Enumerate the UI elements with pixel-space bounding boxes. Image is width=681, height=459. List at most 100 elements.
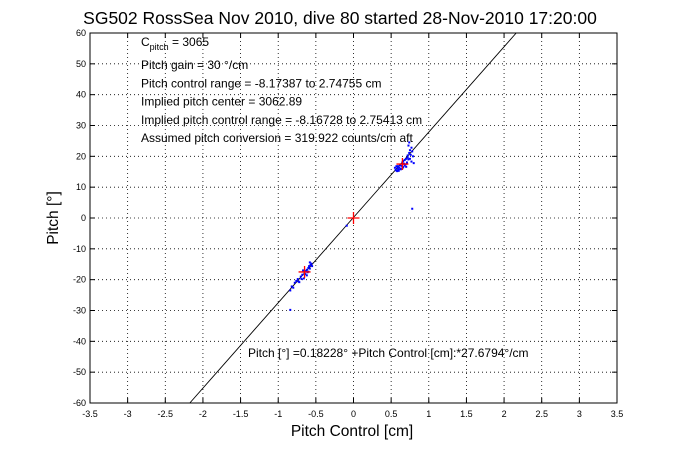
data-point bbox=[289, 308, 292, 311]
data-point bbox=[407, 158, 410, 161]
data-point bbox=[300, 278, 303, 281]
x-axis-label: Pitch Control [cm] bbox=[291, 423, 413, 440]
x-tick-label: -3 bbox=[124, 409, 132, 419]
data-point bbox=[408, 157, 411, 160]
data-point bbox=[399, 163, 402, 166]
y-tick-label: 50 bbox=[76, 59, 86, 69]
data-point bbox=[406, 156, 409, 159]
y-tick-label: -10 bbox=[73, 244, 86, 254]
data-point bbox=[308, 265, 311, 268]
data-point bbox=[305, 270, 308, 273]
data-point bbox=[407, 144, 410, 147]
data-point bbox=[290, 285, 293, 288]
data-point bbox=[411, 155, 414, 158]
data-point bbox=[293, 281, 296, 284]
data-point bbox=[405, 157, 408, 160]
annotation-line: Implied pitch control range = -8.16728 t… bbox=[141, 113, 422, 127]
data-point bbox=[308, 267, 311, 270]
y-tick-label: 10 bbox=[76, 182, 86, 192]
data-point bbox=[399, 167, 402, 170]
centroid-marker bbox=[396, 158, 409, 171]
data-point bbox=[289, 289, 292, 292]
data-point bbox=[311, 265, 314, 268]
data-point bbox=[397, 169, 400, 172]
y-tick-label: -30 bbox=[73, 306, 86, 316]
x-tick-label: 2 bbox=[502, 409, 507, 419]
x-tick-label: 0.5 bbox=[385, 409, 398, 419]
data-point bbox=[410, 160, 413, 163]
annotation-lines: Pitch gain = 30 °/cm Pitch control range … bbox=[141, 58, 422, 145]
x-tick-label: -1.5 bbox=[233, 409, 249, 419]
data-point bbox=[410, 146, 413, 149]
c-pitch-annotation: Cpitch = 3065 bbox=[141, 35, 209, 52]
centroid-layer bbox=[298, 158, 409, 278]
data-point bbox=[411, 150, 414, 153]
x-tick-label: 3 bbox=[577, 409, 582, 419]
y-tick-label: 20 bbox=[76, 151, 86, 161]
x-tick-label: 0 bbox=[351, 409, 356, 419]
y-tick-label: -50 bbox=[73, 367, 86, 377]
annotation-line: Pitch gain = 30 °/cm bbox=[141, 58, 248, 72]
data-point bbox=[408, 149, 411, 152]
fit-equation-label: Pitch [°] =0.18228° +Pitch Control [cm]:… bbox=[248, 346, 529, 360]
data-point bbox=[297, 280, 300, 283]
data-point bbox=[295, 279, 298, 282]
annotation-line: Pitch control range = -8.17387 to 2.7475… bbox=[141, 76, 382, 90]
data-point bbox=[405, 161, 408, 164]
data-point bbox=[305, 274, 308, 277]
data-point bbox=[310, 262, 313, 265]
data-point bbox=[302, 269, 305, 272]
c-pitch-value: = 3065 bbox=[169, 35, 210, 49]
centroid-marker bbox=[298, 265, 311, 278]
y-tick-label: 30 bbox=[76, 121, 86, 131]
y-tick-label: 0 bbox=[81, 213, 86, 223]
points-layer bbox=[289, 141, 415, 311]
y-axis-label: Pitch [°] bbox=[45, 191, 62, 245]
annotation-line: Assumed pitch conversion = 319.922 count… bbox=[141, 131, 413, 145]
data-point bbox=[411, 207, 414, 210]
data-point bbox=[408, 141, 411, 144]
x-tick-label: -1 bbox=[274, 409, 282, 419]
data-point bbox=[305, 268, 308, 271]
x-tick-label: -0.5 bbox=[308, 409, 324, 419]
y-tick-label: 60 bbox=[76, 28, 86, 38]
data-point bbox=[395, 169, 398, 172]
data-point bbox=[402, 160, 405, 163]
x-tick-label: 3.5 bbox=[611, 409, 624, 419]
x-tick-label: -2.5 bbox=[158, 409, 174, 419]
data-point bbox=[299, 275, 302, 278]
data-point bbox=[304, 273, 307, 276]
centroid-marker bbox=[347, 212, 360, 224]
x-tick-label: 2.5 bbox=[535, 409, 548, 419]
data-point bbox=[409, 153, 412, 156]
data-point bbox=[308, 261, 311, 264]
data-point bbox=[396, 167, 399, 170]
data-point bbox=[398, 166, 401, 169]
data-point bbox=[296, 278, 299, 281]
x-tick-label: -3.5 bbox=[82, 409, 98, 419]
data-point bbox=[345, 224, 348, 227]
tick-layer: -3.5 -3 -2.5 -2 -1.5 -1 -0.5 0 0.5 1 1.5 2 2.5 3 3.5 -6… bbox=[73, 28, 623, 419]
data-point bbox=[393, 166, 396, 169]
data-point bbox=[307, 266, 310, 269]
data-point bbox=[292, 286, 295, 289]
data-point bbox=[408, 151, 411, 154]
data-point bbox=[412, 162, 415, 165]
c-pitch-subscript: pitch bbox=[150, 42, 169, 52]
data-point bbox=[403, 159, 406, 162]
x-tick-label: 1.5 bbox=[460, 409, 473, 419]
annotation-line: Implied pitch center = 3062.89 bbox=[141, 95, 302, 109]
data-point bbox=[301, 273, 304, 276]
c-pitch-base: C bbox=[141, 35, 150, 49]
data-point bbox=[406, 154, 409, 157]
data-point bbox=[302, 277, 305, 280]
chart-title: SG502 RossSea Nov 2010, dive 80 started … bbox=[83, 8, 597, 28]
y-tick-label: -60 bbox=[73, 398, 86, 408]
data-point bbox=[309, 263, 312, 266]
y-tick-label: 40 bbox=[76, 90, 86, 100]
data-point bbox=[400, 164, 403, 167]
data-point bbox=[405, 165, 408, 168]
y-tick-label: -40 bbox=[73, 336, 86, 346]
